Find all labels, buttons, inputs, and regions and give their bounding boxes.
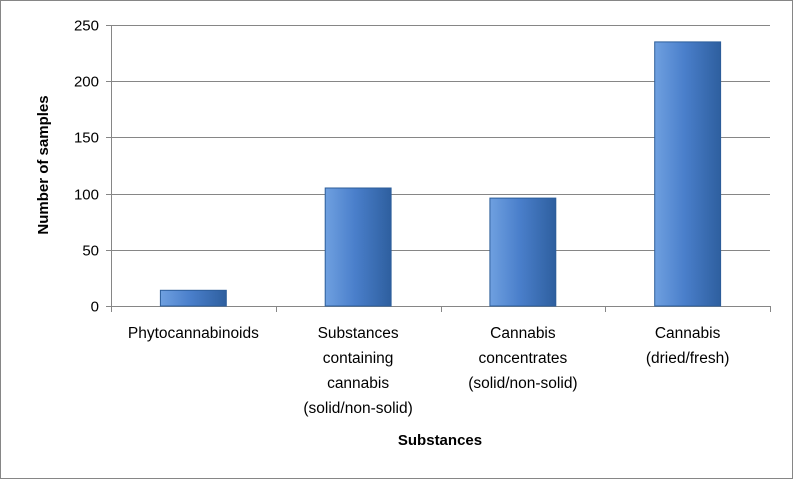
x-category-label: Cannabis concentrates (solid/non-solid) xyxy=(468,325,577,392)
x-category-label: Cannabis (dried/fresh) xyxy=(646,325,730,367)
x-axis-title: Substances xyxy=(398,432,482,449)
y-axis-title: Number of samples xyxy=(35,95,52,234)
bar xyxy=(159,289,227,307)
y-tick-label: 100 xyxy=(74,187,99,204)
y-tick-label: 200 xyxy=(74,74,99,91)
bar xyxy=(654,41,722,307)
x-category-labels: Phytocannabinoids Substances containing can… xyxy=(128,325,729,417)
bar xyxy=(324,187,392,307)
bars xyxy=(159,41,722,307)
x-category-label: Substances containing cannabis (solid/non-s… xyxy=(303,325,412,417)
y-tick-labels: 0 50 100 150 200 250 xyxy=(74,18,99,316)
x-category-label: Phytocannabinoids xyxy=(128,325,259,342)
y-tick-label: 50 xyxy=(82,243,99,260)
y-tick-label: 150 xyxy=(74,130,99,147)
y-tick-label: 250 xyxy=(74,18,99,35)
bar xyxy=(489,197,557,307)
y-tick-label: 0 xyxy=(91,299,99,316)
